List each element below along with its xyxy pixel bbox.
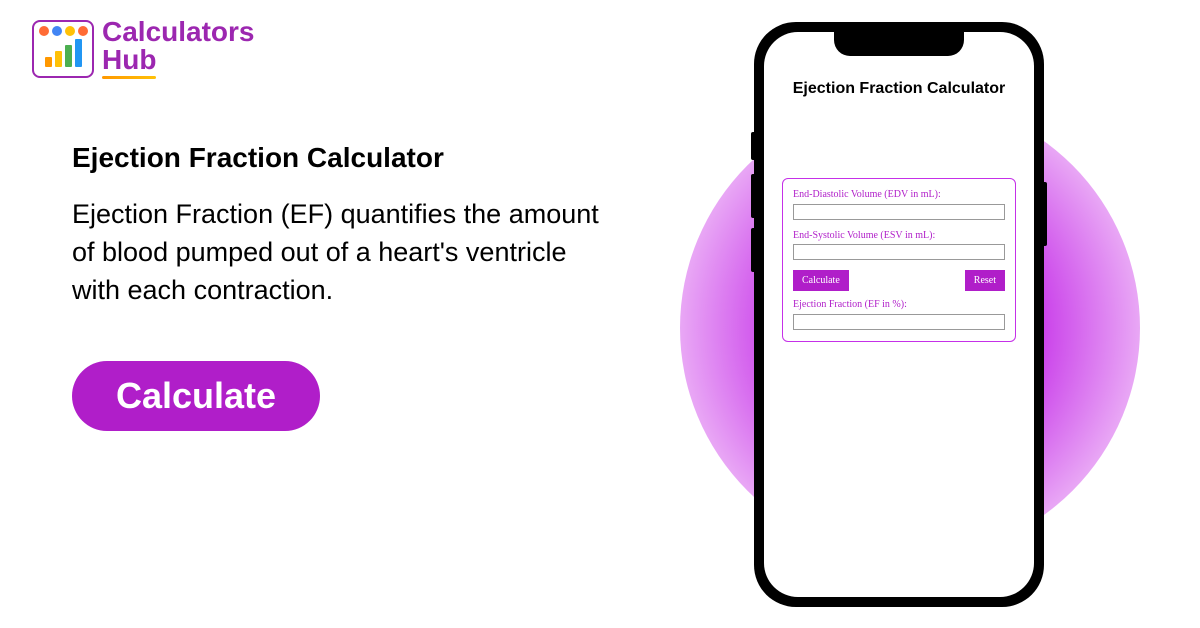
logo-bar bbox=[45, 57, 52, 67]
content-left: Ejection Fraction Calculator Ejection Fr… bbox=[72, 142, 612, 431]
phone-side-button bbox=[751, 228, 754, 272]
result-output bbox=[793, 314, 1005, 330]
logo-dot bbox=[78, 26, 88, 36]
logo-text-bottom: Hub bbox=[102, 46, 255, 74]
logo-dot bbox=[65, 26, 75, 36]
logo-bar bbox=[55, 51, 62, 67]
page-description: Ejection Fraction (EF) quantifies the am… bbox=[72, 196, 612, 309]
phone-content: Ejection Fraction Calculator End-Diastol… bbox=[764, 32, 1034, 360]
esv-input[interactable] bbox=[793, 244, 1005, 260]
phone-app-title: Ejection Fraction Calculator bbox=[782, 80, 1016, 98]
form-calculate-button[interactable]: Calculate bbox=[793, 270, 849, 291]
page-title: Ejection Fraction Calculator bbox=[72, 142, 612, 174]
logo-text: Calculators Hub bbox=[102, 18, 255, 79]
phone-notch bbox=[834, 32, 964, 56]
edv-label: End-Diastolic Volume (EDV in mL): bbox=[793, 189, 1005, 200]
logo: Calculators Hub bbox=[32, 18, 255, 79]
phone-mockup: Ejection Fraction Calculator End-Diastol… bbox=[754, 22, 1044, 607]
calculate-button[interactable]: Calculate bbox=[72, 361, 320, 431]
edv-input[interactable] bbox=[793, 204, 1005, 220]
logo-bar bbox=[65, 45, 72, 67]
logo-bar bbox=[75, 39, 82, 67]
form-reset-button[interactable]: Reset bbox=[965, 270, 1005, 291]
logo-icon bbox=[32, 20, 94, 78]
calculator-form: End-Diastolic Volume (EDV in mL): End-Sy… bbox=[782, 178, 1016, 342]
logo-dot bbox=[52, 26, 62, 36]
logo-underline bbox=[102, 76, 156, 79]
phone-side-button bbox=[1044, 182, 1047, 246]
esv-label: End-Systolic Volume (ESV in mL): bbox=[793, 230, 1005, 241]
phone-screen: Ejection Fraction Calculator End-Diastol… bbox=[764, 32, 1034, 597]
logo-dot bbox=[39, 26, 49, 36]
phone-side-button bbox=[751, 132, 754, 160]
logo-text-top: Calculators bbox=[102, 18, 255, 46]
result-label: Ejection Fraction (EF in %): bbox=[793, 299, 1005, 310]
phone-side-button bbox=[751, 174, 754, 218]
